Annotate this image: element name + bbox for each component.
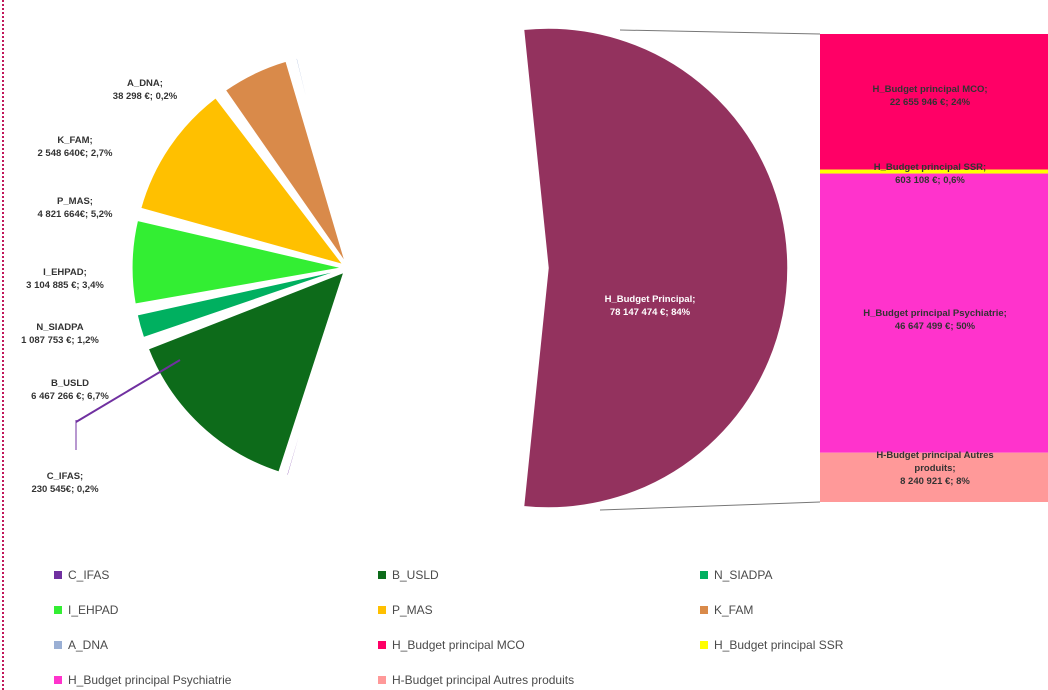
pie-slice-n-siadpa (136, 269, 343, 339)
connector-line-top (619, 29, 821, 35)
connector-line-bottom (599, 501, 821, 511)
slice-thin-c-ifas (75, 359, 181, 423)
pie-slice-c-ifas (285, 273, 347, 477)
pie-slice-b-usld (147, 271, 345, 473)
pie-slice-i-ehpad (131, 219, 343, 305)
pie-slice-a-dna (295, 57, 348, 263)
pie-slice-k-fam (224, 60, 346, 263)
data-label-h-budget-principal-ssr: H_Budget principal SSR; 603 108 €; 0,6% (874, 162, 986, 186)
bar-segment-h-budget-principal-psychiatrie (820, 173, 1048, 453)
data-label-h-budget-principal-psychiatrie: H_Budget principal Psychiatrie; 46 647 49… (863, 308, 1007, 332)
pie-slice-p-mas (139, 96, 345, 266)
data-label-b-usld: B_USLD 6 467 266 €; 6,7% (31, 378, 109, 402)
data-label-n-siadpa: N_SIADPA 1 087 753 €; 1,2% (21, 322, 99, 346)
data-label-h-budget-principal-autres-produits: H-Budget principal Autres produits; 8 240 … (876, 450, 993, 487)
pie-layer (131, 27, 789, 509)
data-labels: H_Budget Principal; 78 147 474 €; 84% A_DN… (21, 78, 1007, 495)
connector-lines (599, 29, 821, 511)
bar-segment-h-budget-principal-autres-produits (820, 452, 1048, 502)
data-label-h-budget-principal: H_Budget Principal; 78 147 474 €; 84% (605, 294, 696, 318)
data-label-k-fam: K_FAM; 2 548 640€; 2,7% (37, 135, 113, 159)
stacked-bar (820, 34, 1048, 502)
page-edge-dotted-line (2, 0, 4, 690)
bar-segment-h-budget-principal-ssr (820, 169, 1048, 174)
data-label-h-budget-principal-mco: H_Budget principal MCO; 22 655 946 €; 24% (872, 84, 987, 108)
data-label-p-mas: P_MAS; 4 821 664€; 5,2% (37, 196, 113, 220)
bar-segment-h-budget-principal-mco (820, 34, 1048, 170)
data-label-i-ehpad: I_EHPAD; 3 104 885 €; 3,4% (26, 267, 104, 291)
data-label-a-dna: A_DNA; 38 298 €; 0,2% (113, 78, 178, 102)
data-label-c-ifas: C_IFAS; 230 545€; 0,2% (31, 471, 99, 495)
pie-slice-h-budget-principal (522, 27, 789, 509)
